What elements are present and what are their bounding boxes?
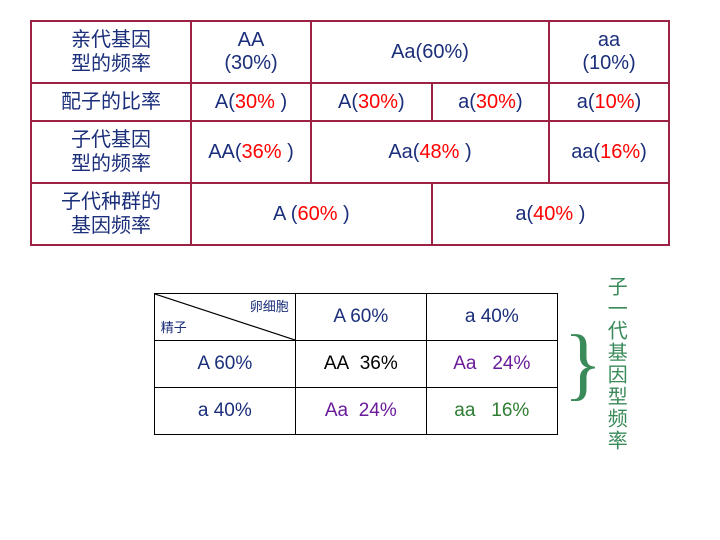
row2-a1: a(30%)	[432, 83, 549, 121]
punnett-aa: aa 16%	[426, 388, 557, 435]
punnett-row-A: A 60%	[154, 341, 295, 388]
row2-header: 配子的比率	[31, 83, 191, 121]
punnett-col-A: A 60%	[295, 294, 426, 341]
row4-header: 子代种群的基因频率	[31, 183, 191, 245]
punnett-diag-header: 精子 卵细胞	[154, 294, 295, 341]
row1-Aa: Aa(60%)	[311, 21, 549, 83]
punnett-Aa2: Aa 24%	[295, 388, 426, 435]
row2-A2: A(30%)	[311, 83, 432, 121]
brace-text: 子一代基因型频率	[604, 276, 626, 452]
row2-a2: a(10%)	[549, 83, 669, 121]
row2-A1: A(30% )	[191, 83, 311, 121]
row1-header: 亲代基因型的频率	[31, 21, 191, 83]
brace-label: } 子一代基因型频率	[564, 276, 626, 452]
punnett-AA: AA 36%	[295, 341, 426, 388]
row1-AA: AA(30%)	[191, 21, 311, 83]
punnett-wrap: 精子 卵细胞 A 60% a 40% A 60% AA 36% Aa 24% a…	[30, 276, 690, 452]
row3-header: 子代基因型的频率	[31, 121, 191, 183]
row3-Aa: Aa(48% )	[311, 121, 549, 183]
row4-A: A (60% )	[191, 183, 432, 245]
brace-icon: }	[564, 324, 602, 404]
punnett-Aa1: Aa 24%	[426, 341, 557, 388]
row3-aa: aa(16%)	[549, 121, 669, 183]
genotype-frequency-table: 亲代基因型的频率 AA(30%) Aa(60%) aa(10%) 配子的比率 A…	[30, 20, 670, 246]
punnett-row-a: a 40%	[154, 388, 295, 435]
row4-a: a(40% )	[432, 183, 669, 245]
punnett-col-a: a 40%	[426, 294, 557, 341]
punnett-square: 精子 卵细胞 A 60% a 40% A 60% AA 36% Aa 24% a…	[154, 293, 558, 435]
row1-aa: aa(10%)	[549, 21, 669, 83]
row3-AA: AA(36% )	[191, 121, 311, 183]
